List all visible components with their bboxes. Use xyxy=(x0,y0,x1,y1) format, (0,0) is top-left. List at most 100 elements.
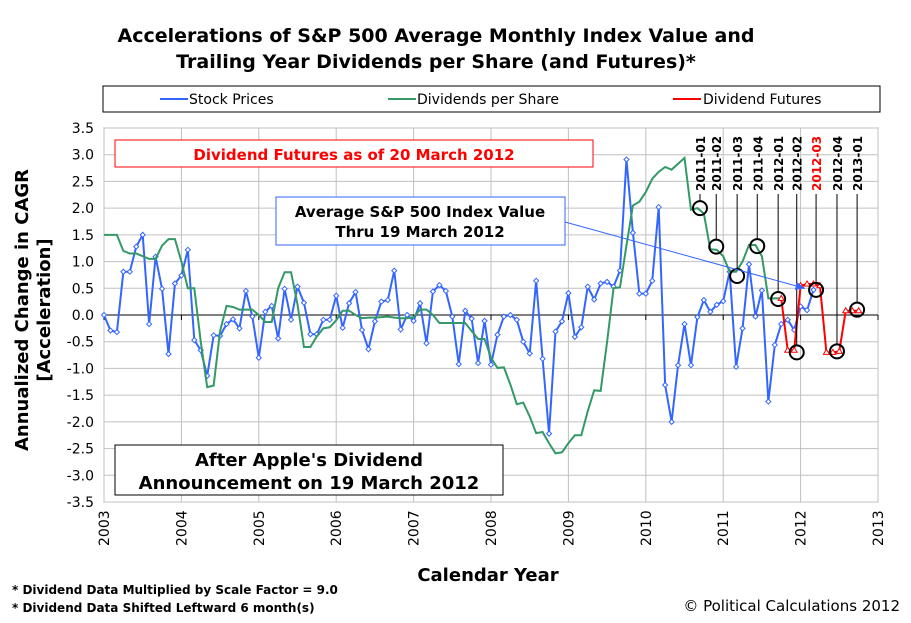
data-point-stock-prices xyxy=(642,290,650,297)
y-tick-label: 3.0 xyxy=(72,148,94,164)
data-point-stock-prices xyxy=(461,307,469,314)
data-point-stock-prices xyxy=(784,316,791,324)
data-point-stock-prices xyxy=(126,268,134,275)
x-axis-label: Calendar Year xyxy=(417,565,558,586)
data-point-stock-prices xyxy=(300,299,308,306)
annotation-label: 2011-01 xyxy=(694,136,708,191)
data-point-stock-prices xyxy=(133,243,140,250)
annotation-label: 2012-02 xyxy=(791,136,805,191)
data-point-stock-prices xyxy=(178,272,185,279)
x-tick-label: 2008 xyxy=(484,510,500,546)
data-point-stock-prices xyxy=(268,302,275,310)
data-point-stock-prices xyxy=(532,277,540,285)
apple-line-2: Announcement on 19 March 2012 xyxy=(139,473,480,494)
x-tick-label: 2010 xyxy=(639,510,655,546)
data-point-stock-prices xyxy=(810,286,817,294)
x-tick-label: 2006 xyxy=(329,510,345,546)
y-tick-label: 1.5 xyxy=(72,228,94,244)
data-point-stock-prices xyxy=(739,325,746,332)
data-point-stock-prices xyxy=(603,278,611,286)
annotation-label: 2012-01 xyxy=(772,136,786,191)
annotations-layer: 2011-01 2011-02 2011-03 2011-04 2012-01 2012-… xyxy=(691,136,866,361)
data-point-stock-prices xyxy=(120,268,127,275)
annotation-circle xyxy=(849,301,866,318)
data-point-stock-prices xyxy=(158,285,166,293)
x-tick-label: 2003 xyxy=(97,510,113,546)
annotation-circle xyxy=(708,238,725,255)
data-point-stock-prices xyxy=(687,362,695,369)
chart-title-line-2: Trailing Year Dividends per Share (and F… xyxy=(176,51,696,73)
data-point-stock-prices xyxy=(391,267,398,274)
series-line-dividends-per-share xyxy=(104,155,782,455)
y-tick-label: 3.5 xyxy=(72,121,94,137)
x-tick-label: 2012 xyxy=(794,510,810,546)
y-axis-label-line-1: Annualized Change in CAGR xyxy=(12,169,33,451)
footnote-scale-factor: * Dividend Data Multiplied by Scale Fact… xyxy=(12,583,338,597)
data-point-stock-prices xyxy=(526,350,533,357)
x-tick-label: 2009 xyxy=(561,510,577,546)
annotation-circle xyxy=(808,281,825,298)
x-tick-label: 2011 xyxy=(716,510,732,546)
y-tick-label: -2.0 xyxy=(67,415,94,431)
data-point-stock-prices xyxy=(539,355,546,363)
chart-title-line-1: Accelerations of S&P 500 Average Monthly… xyxy=(118,25,755,47)
annotation-circle xyxy=(788,344,805,361)
y-tick-label: 2.5 xyxy=(72,174,94,190)
data-point-stock-prices xyxy=(223,320,230,328)
data-point-stock-prices xyxy=(294,283,301,290)
data-point-stock-prices xyxy=(674,362,682,369)
annotation-label: 2012-03 xyxy=(810,136,824,191)
data-point-dividend-futures xyxy=(828,348,837,355)
data-point-stock-prices xyxy=(507,311,514,319)
data-point-stock-prices xyxy=(758,287,766,294)
data-point-stock-prices xyxy=(274,335,282,342)
x-tick-label: 2005 xyxy=(252,510,268,546)
data-point-stock-prices xyxy=(165,350,172,358)
data-point-stock-prices xyxy=(397,326,404,333)
data-point-stock-prices xyxy=(249,313,256,320)
data-point-stock-prices xyxy=(429,288,437,295)
legend-label-dividends: Dividends per Share xyxy=(417,92,559,108)
data-point-stock-prices xyxy=(455,360,462,368)
annotation-circle xyxy=(770,290,787,307)
data-point-stock-prices xyxy=(339,324,346,332)
data-point-stock-prices xyxy=(481,317,488,325)
data-point-stock-prices xyxy=(210,332,217,339)
data-point-dividend-futures xyxy=(777,294,786,301)
y-tick-label: -1.5 xyxy=(67,388,94,404)
data-point-stock-prices xyxy=(590,296,598,303)
data-point-dividend-futures xyxy=(841,306,850,314)
data-point-stock-prices xyxy=(100,311,108,319)
data-point-stock-prices xyxy=(597,280,604,287)
data-point-stock-prices xyxy=(700,296,708,304)
y-axis-label-line-2: [Acceleration] xyxy=(34,238,55,381)
data-point-stock-prices xyxy=(236,325,243,332)
legend-item-stock-prices: Stock Prices xyxy=(160,92,274,108)
annotation-label: 2013-01 xyxy=(851,136,865,191)
data-point-stock-prices xyxy=(623,156,630,163)
y-tick-label: 1.0 xyxy=(72,255,94,271)
data-point-stock-prices xyxy=(668,418,675,426)
data-point-stock-prices xyxy=(242,287,250,295)
data-point-stock-prices xyxy=(326,316,333,324)
data-point-stock-prices xyxy=(345,300,353,307)
data-point-stock-prices xyxy=(107,327,114,334)
data-point-stock-prices xyxy=(487,361,495,368)
y-tick-label: 0.0 xyxy=(72,308,94,324)
data-point-stock-prices xyxy=(423,340,430,347)
data-point-stock-prices xyxy=(281,285,288,293)
annotation-circle xyxy=(729,267,746,284)
data-point-stock-prices xyxy=(352,288,359,296)
y-tick-label: -3.5 xyxy=(67,495,94,511)
legend-item-dividends: Dividends per Share xyxy=(388,92,559,108)
data-point-stock-prices xyxy=(752,313,759,320)
annotation-label: 2011-04 xyxy=(751,136,765,191)
y-tick-label: -2.5 xyxy=(67,442,94,458)
data-point-stock-prices xyxy=(474,359,482,367)
y-tick-label: 2.0 xyxy=(72,201,94,217)
data-point-stock-prices xyxy=(500,313,508,320)
x-tick-label: 2013 xyxy=(871,510,887,546)
y-tick-label: 0.5 xyxy=(72,281,94,297)
apple-announcement-box: After Apple's Dividend Announcement on 1… xyxy=(114,444,504,496)
